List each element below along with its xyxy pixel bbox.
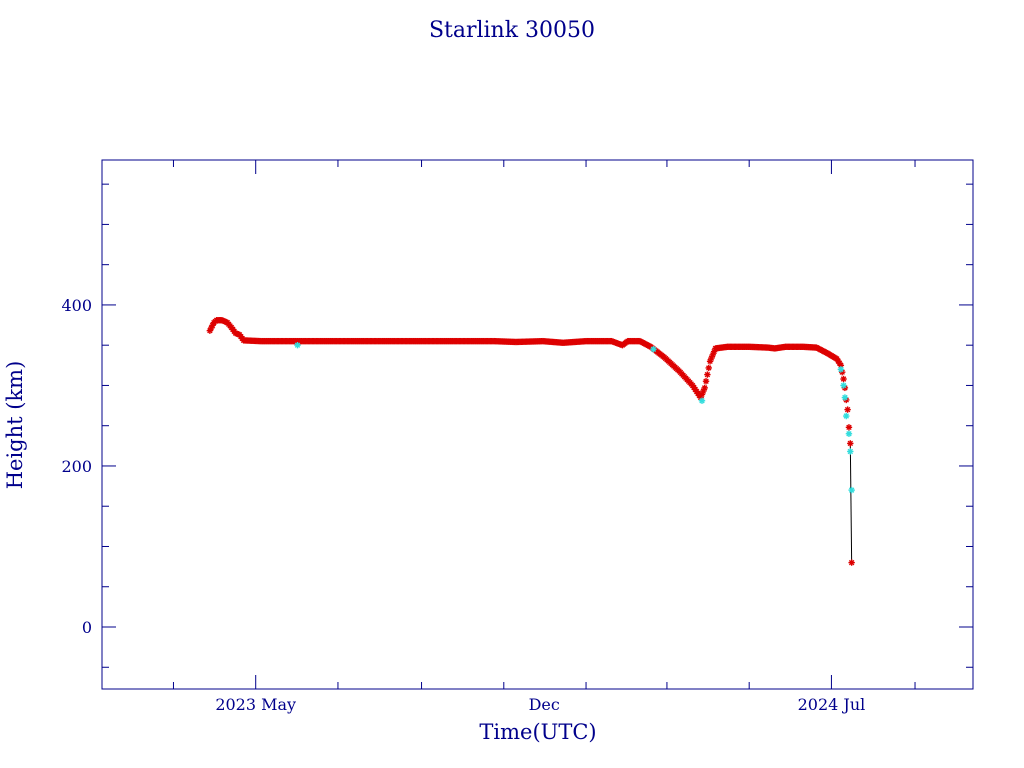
data-point-alt xyxy=(848,486,855,494)
x-tick-label: Dec xyxy=(529,695,560,714)
y-tick-label: 0 xyxy=(82,618,92,637)
y-tick-label: 200 xyxy=(61,457,92,476)
x-tick-label: 2023 May xyxy=(215,695,296,714)
data-point xyxy=(845,424,853,431)
y-axis-title: Height (km) xyxy=(3,361,27,490)
x-axis-title: Time(UTC) xyxy=(479,720,596,744)
data-point xyxy=(209,322,216,329)
data-point-alt xyxy=(840,382,847,389)
reentry-connector xyxy=(849,443,853,563)
data-point-alt xyxy=(847,448,854,455)
data-point xyxy=(847,440,854,447)
plot-frame xyxy=(101,159,974,690)
data-point xyxy=(848,559,855,566)
data-point xyxy=(702,378,710,385)
data-point-alt xyxy=(841,394,849,401)
axis-ticks xyxy=(102,160,973,689)
data-point-alt xyxy=(650,346,657,353)
data-point xyxy=(706,358,714,365)
tick-labels: 0 200 400 2023 May Dec 2024 Jul xyxy=(61,296,865,714)
data-point xyxy=(840,375,847,383)
data-point-alt xyxy=(837,366,845,373)
data-point-alt xyxy=(843,412,850,420)
data-point xyxy=(701,384,708,392)
data-point xyxy=(705,364,712,372)
data-point-alt xyxy=(845,430,853,437)
y-tick-label: 400 xyxy=(61,296,92,315)
data-point xyxy=(844,406,851,413)
x-tick-label: 2024 Jul xyxy=(798,695,866,714)
series-alt-points xyxy=(294,341,855,494)
series-main-points xyxy=(206,317,855,566)
chart-title: Starlink 30050 xyxy=(429,18,595,43)
connector-lines xyxy=(849,443,853,563)
data-point-alt xyxy=(294,341,301,349)
data-point-alt xyxy=(698,397,706,404)
data-point xyxy=(704,371,711,378)
